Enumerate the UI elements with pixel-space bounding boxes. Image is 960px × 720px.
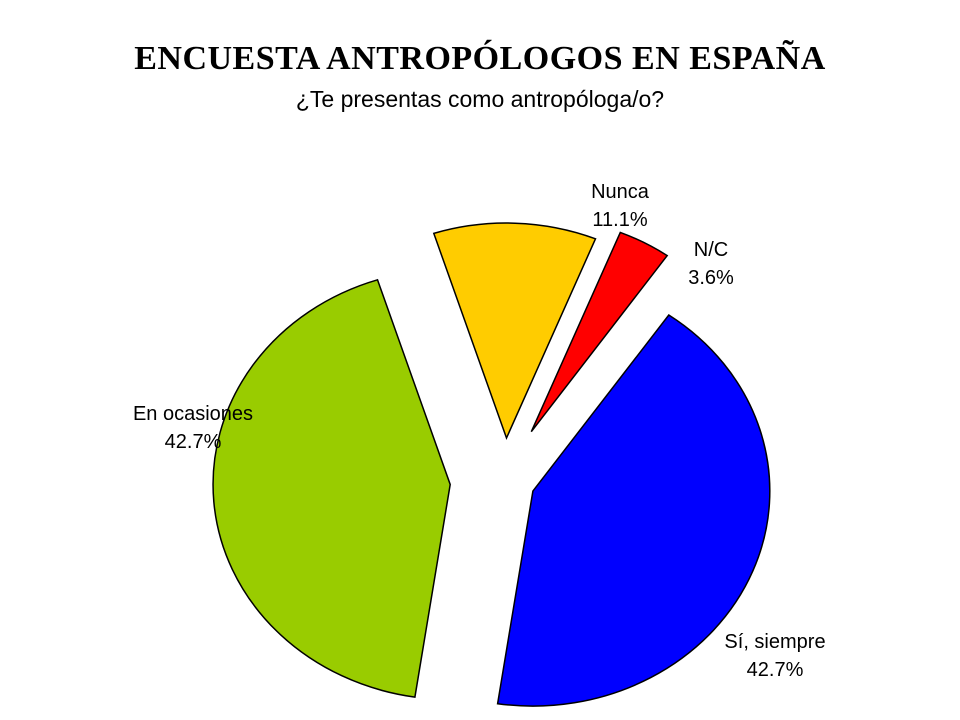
slice-value-nunca: 11.1%: [592, 209, 647, 231]
slice-label-en-ocasiones: En ocasiones: [133, 403, 253, 425]
chart-subtitle: ¿Te presentas como antropóloga/o?: [295, 86, 665, 112]
pie-slice-en-ocasiones: [212, 278, 451, 698]
chart-title: ENCUESTA ANTROPÓLOGOS EN ESPAÑA: [134, 40, 826, 77]
slice-value-nc: 3.6%: [688, 267, 734, 289]
slice-label-nunca: Nunca: [591, 181, 650, 203]
slice-label-si-siempre: Sí, siempre: [724, 631, 825, 653]
pie-slice-nc: [530, 231, 669, 433]
slice-value-si-siempre: 42.7%: [747, 659, 804, 681]
pie-slice-nunca: [432, 222, 597, 441]
slice-label-nc: N/C: [694, 239, 728, 261]
pie-slice-si-siempre: [496, 313, 771, 707]
slice-value-en-ocasiones: 42.7%: [165, 431, 222, 453]
